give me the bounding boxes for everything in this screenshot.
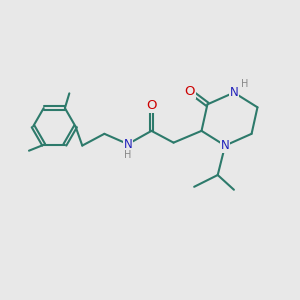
Text: N: N bbox=[221, 139, 230, 152]
Text: O: O bbox=[184, 85, 195, 98]
Text: O: O bbox=[146, 99, 157, 112]
Text: N: N bbox=[124, 138, 132, 151]
Text: N: N bbox=[230, 86, 238, 99]
Text: H: H bbox=[124, 150, 132, 160]
Text: H: H bbox=[241, 79, 248, 89]
